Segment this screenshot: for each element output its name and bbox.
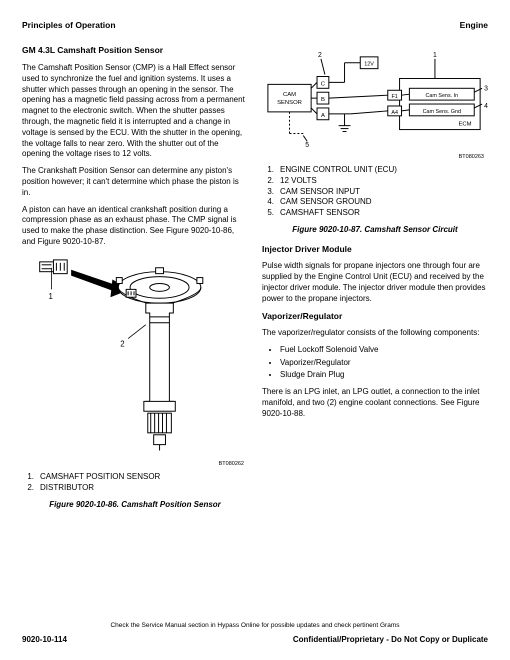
list-item: Sludge Drain Plug: [280, 370, 488, 381]
legend-item: 2.12 VOLTS: [262, 176, 488, 187]
svg-text:2: 2: [120, 339, 124, 348]
figure-87-id: BT080263: [262, 154, 488, 161]
figure-86: 1 2 BT080262: [22, 254, 248, 469]
right-column: CAM SENSOR C B A: [262, 45, 488, 518]
cmp-p3: A piston can have an identical crankshaf…: [22, 205, 248, 248]
svg-text:A: A: [321, 113, 325, 119]
figure-86-legend: 1.CAMSHAFT POSITION SENSOR 2.DISTRIBUTOR: [22, 472, 248, 494]
svg-text:3: 3: [484, 86, 488, 93]
svg-text:5: 5: [305, 143, 309, 150]
confidentiality-notice: Confidential/Proprietary - Do Not Copy o…: [293, 635, 488, 646]
legend-item: 1.CAMSHAFT POSITION SENSOR: [22, 472, 248, 483]
legend-item: 3.CAM SENSOR INPUT: [262, 187, 488, 198]
svg-text:CAM: CAM: [283, 93, 296, 99]
idm-title: Injector Driver Module: [262, 244, 488, 255]
figure-87-legend: 1.ENGINE CONTROL UNIT (ECU) 2.12 VOLTS 3…: [262, 165, 488, 219]
legend-item: 4.CAM SENSOR GROUND: [262, 197, 488, 208]
page-number: 9020-10-114: [22, 635, 67, 646]
cmp-title: GM 4.3L Camshaft Position Sensor: [22, 45, 248, 56]
vr-p2: There is an LPG inlet, an LPG outlet, a …: [262, 387, 488, 419]
figure-87: CAM SENSOR C B A: [262, 49, 488, 161]
page-footer: Check the Service Manual section in Hypa…: [22, 622, 488, 646]
vr-p1: The vaporizer/regulator consists of the …: [262, 328, 488, 339]
vr-list: Fuel Lockoff Solenoid Valve Vaporizer/Re…: [262, 345, 488, 381]
svg-text:F1: F1: [392, 95, 398, 101]
svg-text:C: C: [321, 82, 326, 88]
svg-text:12V: 12V: [364, 62, 374, 68]
svg-text:ECM: ECM: [459, 122, 472, 128]
list-item: Fuel Lockoff Solenoid Valve: [280, 345, 488, 356]
left-column: GM 4.3L Camshaft Position Sensor The Cam…: [22, 45, 248, 518]
cmp-p2: The Crankshaft Position Sensor can deter…: [22, 166, 248, 198]
content-columns: GM 4.3L Camshaft Position Sensor The Cam…: [22, 45, 488, 518]
svg-text:B: B: [321, 98, 325, 104]
figure-86-id: BT080262: [22, 461, 248, 468]
footer-note: Check the Service Manual section in Hypa…: [22, 622, 488, 631]
svg-text:Cam Sens. In: Cam Sens. In: [425, 94, 458, 100]
camshaft-circuit-diagram: CAM SENSOR C B A: [262, 49, 488, 152]
page-header: Principles of Operation Engine: [22, 20, 488, 31]
list-item: Vaporizer/Regulator: [280, 358, 488, 369]
svg-text:A4: A4: [391, 110, 398, 116]
legend-item: 5.CAMSHAFT SENSOR: [262, 208, 488, 219]
legend-item: 1.ENGINE CONTROL UNIT (ECU): [262, 165, 488, 176]
svg-text:2: 2: [318, 52, 322, 59]
svg-text:1: 1: [49, 292, 53, 301]
camshaft-sensor-illustration: 1 2: [22, 254, 248, 460]
cmp-p1: The Camshaft Position Sensor (CMP) is a …: [22, 63, 248, 160]
vr-title: Vaporizer/Regulator: [262, 311, 488, 322]
header-left: Principles of Operation: [22, 20, 116, 31]
figure-86-caption: Figure 9020-10-86. Camshaft Position Sen…: [22, 500, 248, 511]
legend-item: 2.DISTRIBUTOR: [22, 483, 248, 494]
svg-text:Cam Sens. Gnd: Cam Sens. Gnd: [423, 109, 461, 115]
svg-text:1: 1: [433, 52, 437, 59]
idm-p: Pulse width signals for propane injector…: [262, 261, 488, 304]
svg-text:4: 4: [484, 103, 488, 110]
header-right: Engine: [460, 20, 488, 31]
svg-text:SENSOR: SENSOR: [277, 100, 302, 106]
figure-87-caption: Figure 9020-10-87. Camshaft Sensor Circu…: [262, 225, 488, 236]
